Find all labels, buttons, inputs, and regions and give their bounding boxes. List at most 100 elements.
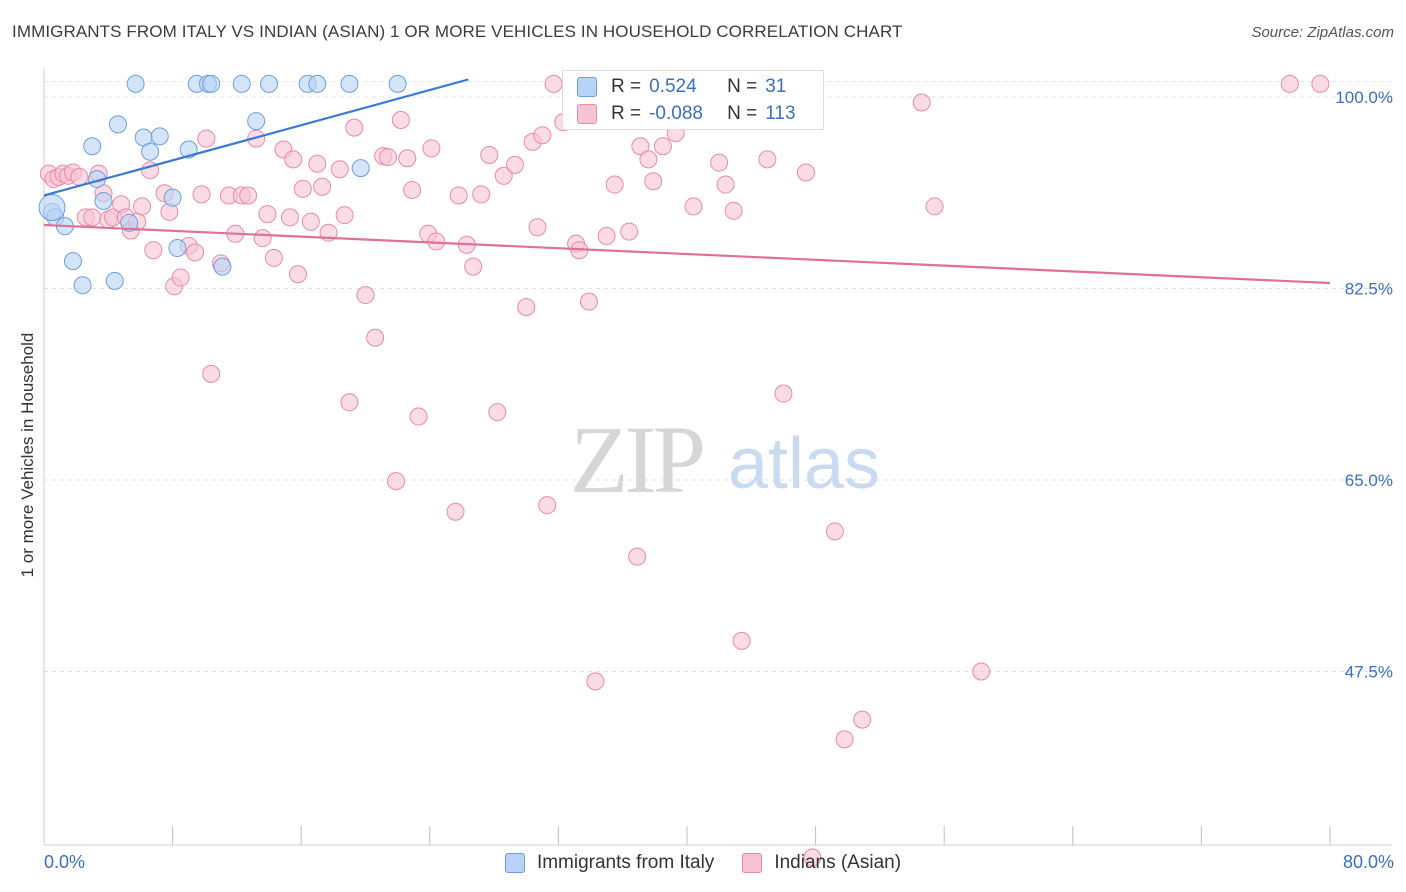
legend-swatch-italy bbox=[577, 77, 597, 97]
legend-n-value-italy: 31 bbox=[765, 76, 787, 97]
indians-asian-point-23 bbox=[171, 268, 190, 287]
italy-point-15 bbox=[163, 188, 182, 207]
legend-swatch-italy bbox=[504, 853, 525, 873]
indians-asian-point-88 bbox=[639, 150, 658, 169]
indians-asian-point-102 bbox=[835, 730, 854, 749]
indians-asian-point-105 bbox=[925, 197, 944, 216]
legend-item-italy[interactable]: Immigrants from Italy bbox=[504, 852, 715, 874]
y-axis-label: 1 or more Vehicles in Household bbox=[18, 332, 37, 578]
indians-asian-point-99 bbox=[796, 163, 815, 182]
indians-asian-point-36 bbox=[258, 205, 277, 224]
italy-point-16 bbox=[168, 239, 187, 258]
indians-asian-point-17 bbox=[133, 197, 152, 216]
italy-point-27 bbox=[340, 74, 359, 93]
indians-asian-point-45 bbox=[313, 177, 332, 196]
indians-asian-point-50 bbox=[345, 118, 364, 137]
watermark-zip: ZIP bbox=[570, 406, 703, 513]
indians-asian-point-19 bbox=[144, 241, 163, 260]
italy-point-14 bbox=[150, 127, 169, 146]
legend-row-indians: R = -0.088 N = 113 bbox=[577, 103, 796, 125]
indians-asian-point-83 bbox=[597, 226, 616, 245]
italy-cluster-point bbox=[38, 194, 66, 222]
italy-point-28 bbox=[351, 159, 370, 178]
italy-point-10 bbox=[120, 213, 139, 232]
indians-asian-point-104 bbox=[912, 93, 931, 112]
watermark: ZIP atlas bbox=[570, 406, 880, 513]
indians-asian-point-42 bbox=[293, 179, 312, 198]
legend-label-indians: Indians (Asian) bbox=[774, 852, 902, 873]
indians-asian-point-69 bbox=[488, 403, 507, 422]
y-tick-label-1: 82.5% bbox=[1345, 280, 1393, 299]
legend-label-italy: Immigrants from Italy bbox=[536, 852, 715, 873]
indians-asian-point-81 bbox=[579, 292, 598, 311]
indians-asian-point-6 bbox=[70, 167, 89, 186]
indians-asian-point-106 bbox=[972, 662, 991, 681]
indians-asian-point-92 bbox=[684, 197, 703, 216]
indians-asian-point-77 bbox=[544, 74, 563, 93]
indians-asian-point-84 bbox=[605, 175, 624, 194]
trend-lines bbox=[43, 78, 1331, 285]
indians-asian-point-97 bbox=[758, 150, 777, 169]
indians-asian-point-87 bbox=[631, 137, 650, 156]
italy-point-7 bbox=[94, 191, 113, 210]
italy-point-9 bbox=[108, 115, 127, 134]
x-max-label: 80.0% bbox=[1342, 852, 1394, 872]
indians-asian-point-72 bbox=[517, 298, 536, 317]
indians-asian-point-107 bbox=[1280, 74, 1299, 93]
indians-asian-point-108 bbox=[1311, 74, 1330, 93]
indians-asian-point-35 bbox=[253, 229, 272, 248]
indians-asian-point-64 bbox=[449, 186, 468, 205]
indians-asian-point-103 bbox=[853, 710, 872, 729]
legend-n-value-indians: 113 bbox=[765, 103, 796, 124]
legend-row-italy: R = 0.524 N = 31 bbox=[577, 76, 786, 98]
indians-asian-point-54 bbox=[379, 148, 398, 167]
trend-line-indians bbox=[43, 223, 1331, 285]
legend-r-label: R = bbox=[611, 103, 642, 124]
indians-asian-point-43 bbox=[301, 212, 320, 231]
italy-point-23 bbox=[247, 112, 266, 131]
legend-n-label: N = bbox=[727, 103, 758, 124]
italy-point-11 bbox=[126, 74, 145, 93]
trend-line-italy bbox=[43, 78, 469, 197]
indians-asian-point-68 bbox=[480, 145, 499, 164]
y-tick-label-3: 47.5% bbox=[1345, 663, 1393, 682]
chart-title: IMMIGRANTS FROM ITALY VS INDIAN (ASIAN) … bbox=[12, 22, 903, 41]
legend-r-value-indians: -0.088 bbox=[649, 103, 703, 124]
indians-asian-point-89 bbox=[644, 172, 663, 191]
y-tick-label-2: 65.0% bbox=[1345, 471, 1393, 490]
indians-asian-point-56 bbox=[391, 110, 410, 129]
legend-r-label: R = bbox=[611, 76, 642, 97]
indians-asian-point-74 bbox=[528, 218, 547, 237]
y-tick-labels: 100.0% 82.5% 65.0% 47.5% bbox=[1335, 88, 1393, 682]
italy-point-20 bbox=[202, 74, 221, 93]
italy-point-5 bbox=[83, 137, 102, 156]
source-credit: Source: ZipAtlas.com bbox=[1251, 24, 1394, 41]
indians-asian-point-37 bbox=[264, 248, 283, 267]
italy-point-21 bbox=[213, 257, 232, 276]
indians-asian-point-63 bbox=[446, 502, 465, 521]
indians-asian-point-55 bbox=[387, 472, 406, 491]
indians-asian-point-76 bbox=[538, 496, 557, 515]
legend-r-value-italy: 0.524 bbox=[649, 76, 697, 97]
legend-item-indians[interactable]: Indians (Asian) bbox=[742, 852, 901, 874]
indians-asian-point-44 bbox=[308, 154, 327, 173]
italy-point-4 bbox=[73, 276, 92, 295]
indians-asian-point-98 bbox=[774, 384, 793, 403]
indians-asian-point-94 bbox=[716, 175, 735, 194]
stats-legend: R = 0.524 N = 31 R = -0.088 N = 113 bbox=[562, 70, 824, 130]
indians-asian-point-49 bbox=[340, 393, 359, 412]
indians-asian-point-58 bbox=[403, 181, 422, 200]
indians-asian-point-86 bbox=[628, 547, 647, 566]
indians-asian-point-48 bbox=[335, 206, 354, 225]
indians-asian-point-27 bbox=[197, 129, 216, 148]
indians-asian-point-90 bbox=[653, 137, 672, 156]
indians-asian-point-70 bbox=[494, 166, 513, 185]
indians-asian-point-47 bbox=[330, 160, 349, 179]
indians-asian-point-28 bbox=[202, 364, 221, 383]
italy-point-8 bbox=[105, 271, 124, 290]
italy-point-13 bbox=[141, 142, 160, 161]
indians-asian-point-51 bbox=[356, 286, 375, 305]
indians-asian-point-40 bbox=[284, 150, 303, 169]
indians-asian-point-25 bbox=[186, 243, 205, 262]
